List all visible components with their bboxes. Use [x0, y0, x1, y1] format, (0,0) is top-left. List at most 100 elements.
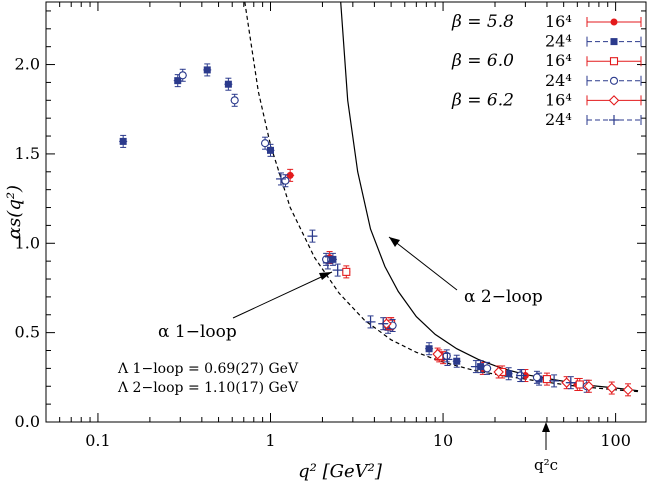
point-marker [493, 366, 504, 378]
data-point [442, 352, 453, 366]
point-marker [365, 316, 376, 327]
point-marker [565, 377, 576, 388]
point-marker [307, 231, 318, 242]
point-marker [342, 267, 351, 276]
data-point [261, 136, 270, 150]
x-tick-label: 0.1 [85, 431, 110, 450]
plot-frame [45, 1, 647, 423]
data-point [307, 229, 318, 243]
data-point [483, 361, 492, 375]
point-marker [174, 77, 182, 85]
data-point [549, 374, 560, 388]
x-tick-label: 10 [433, 431, 453, 450]
data-point [365, 315, 376, 329]
point-marker [542, 375, 551, 384]
y-tick-label: 1.0 [15, 233, 40, 252]
legend-lattice-label: 16⁴ [545, 51, 572, 70]
legend-marker [610, 38, 618, 46]
data-point [542, 372, 551, 386]
data-point [470, 360, 481, 374]
data-point [606, 381, 618, 395]
theory-curves [244, 1, 639, 393]
data-point [119, 134, 128, 148]
y-tick-label: 1.5 [15, 144, 40, 163]
legend-beta-label: β = 6.2 [451, 90, 514, 110]
point-marker [425, 345, 433, 353]
legend-marker [608, 95, 620, 106]
data-point [286, 168, 295, 182]
point-marker [470, 361, 481, 372]
point-marker [267, 146, 275, 154]
point-marker [178, 71, 187, 80]
legend-marker [609, 76, 619, 85]
y-tick-label: 2.0 [15, 55, 40, 74]
x-axis-title: q² [GeV²] [298, 461, 383, 482]
axis-ticks: 0.1 1 10 100 0.0 0.5 1.0 1.5 2.0 [15, 2, 646, 450]
series-4 [178, 68, 591, 393]
legend-lattice-label: 24⁴ [545, 32, 572, 51]
legend-marker [610, 18, 618, 26]
point-marker [575, 380, 584, 389]
point-marker [322, 257, 333, 268]
data-point [425, 342, 434, 356]
point-marker [261, 139, 270, 148]
qc-arrowhead [542, 422, 550, 432]
one-loop-curve [244, 1, 639, 393]
one-loop-label: α 1−loop [158, 322, 237, 342]
point-marker [275, 173, 286, 184]
legend-marker [609, 115, 619, 125]
point-marker [516, 370, 527, 381]
two-loop-arrow [388, 236, 458, 291]
series-3 [342, 265, 584, 391]
data-point [622, 383, 634, 397]
data-point [532, 370, 541, 384]
x-tick-label: 100 [600, 431, 631, 450]
point-marker [230, 96, 239, 105]
one-loop-arrow [232, 271, 333, 319]
point-marker [332, 265, 343, 276]
point-marker [532, 373, 541, 382]
data-point [224, 77, 233, 91]
data-point [275, 172, 286, 186]
point-marker [583, 380, 595, 392]
point-marker [505, 370, 513, 378]
point-marker [453, 357, 461, 365]
data-point [516, 369, 527, 383]
y-tick-label: 0.0 [15, 412, 40, 431]
y-tick-label: 0.5 [15, 323, 40, 342]
two-loop-label: α 2−loop [464, 287, 543, 307]
point-marker [329, 255, 337, 263]
point-marker [119, 137, 127, 145]
lambda-2loop-text: Λ 2−loop = 1.10(17) GeV [117, 380, 299, 396]
legend-marker [609, 57, 619, 66]
legend-lattice-label: 24⁴ [545, 110, 572, 129]
point-marker [378, 318, 389, 329]
data-points [119, 63, 634, 397]
legend-beta-label: β = 6.0 [451, 51, 514, 71]
legend-lattice-label: 16⁴ [545, 90, 572, 109]
point-marker [224, 80, 232, 88]
data-point [452, 354, 461, 368]
legend-lattice-label: 16⁴ [545, 12, 572, 31]
lambda-1loop-text: Λ 1−loop = 0.69(27) GeV [117, 361, 299, 377]
data-point [322, 256, 333, 270]
point-marker [286, 171, 294, 179]
legend-lattice-label: 24⁴ [545, 71, 572, 90]
y-axis-title: αs(q²) [4, 185, 25, 239]
data-point [388, 318, 397, 332]
legend-beta-label: β = 5.8 [451, 12, 514, 32]
qc-label: q²c [534, 456, 558, 474]
point-marker [432, 348, 443, 360]
data-point [432, 347, 443, 361]
two-loop-arrowhead [389, 237, 400, 247]
data-point [493, 365, 504, 379]
one-loop-arrowhead [319, 272, 332, 280]
data-point [203, 63, 212, 77]
data-point [583, 379, 595, 393]
data-point [332, 263, 343, 277]
data-point [504, 367, 513, 381]
point-marker [549, 375, 560, 386]
x-tick-label: 1 [265, 431, 275, 450]
data-point [328, 252, 337, 266]
